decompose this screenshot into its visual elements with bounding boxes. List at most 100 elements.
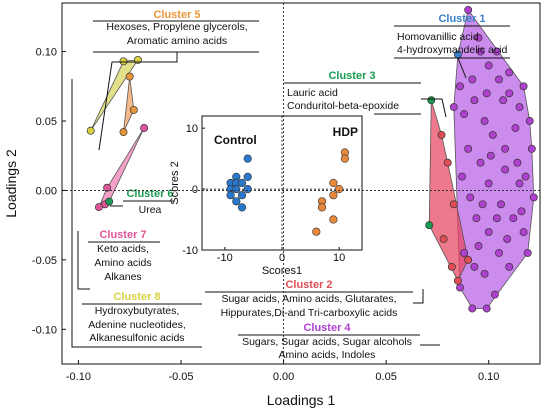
point-cluster-7 <box>140 124 149 132</box>
inset-y-tick-label: -10 <box>182 245 198 257</box>
label-cluster-3: Cluster 3 <box>328 70 375 82</box>
point-cluster-4 <box>492 47 501 56</box>
x-axis-label: Loadings 1 <box>267 392 336 408</box>
point-cluster-4 <box>484 228 493 237</box>
main-axes: -0.10 -0.05 0.00 0.05 0.10 0.10 0.05 0.00 -0.05 -… <box>3 2 541 408</box>
hull-cluster-4 <box>453 8 535 309</box>
annotation-cluster-5: Aromatic amino acids <box>127 35 227 47</box>
point-cluster-4 <box>474 33 483 42</box>
y-tick-label: -0.05 <box>32 255 57 267</box>
x-tick-label: -0.05 <box>168 371 193 383</box>
point-cluster-5 <box>119 128 128 137</box>
inset-point-control <box>237 191 247 200</box>
point-cluster-4 <box>490 290 499 299</box>
point-cluster-4 <box>478 200 487 209</box>
point-cluster-2 <box>449 200 458 209</box>
point-cluster-4 <box>464 144 473 153</box>
y-tick-label: 0.10 <box>36 47 57 59</box>
inset-point-hdp <box>329 178 338 188</box>
point-cluster-4 <box>515 179 524 188</box>
annotation-cluster-8: Hydroxybutyrates, <box>95 305 180 317</box>
point-cluster-4 <box>525 117 534 125</box>
annotation-cluster-2: Sugar acids, Amino acids, Glutarates, <box>221 293 396 305</box>
point-cluster-7 <box>94 203 103 212</box>
point-cluster-2 <box>464 255 473 264</box>
point-cluster-4 <box>517 207 526 216</box>
point-cluster-4 <box>488 130 497 139</box>
x-tick-label: 0.05 <box>375 371 396 383</box>
inset-x-tick-label: -10 <box>217 252 233 264</box>
point-cluster-4 <box>484 61 493 70</box>
annotation-cluster-4: Sugars, Sugar acids, Sugar alcohols <box>242 336 412 348</box>
inset-series-label-hdp: HDP <box>333 125 358 139</box>
point-cluster-4 <box>513 158 522 167</box>
point-cluster-4 <box>486 151 495 160</box>
point-cluster-4 <box>515 103 524 112</box>
hull-cluster-5 <box>123 76 135 133</box>
point-cluster-4 <box>529 193 538 202</box>
point-cluster-4 <box>460 110 469 119</box>
point-cluster-4 <box>495 75 503 84</box>
point-cluster-4 <box>497 200 505 209</box>
point-cluster-4 <box>501 144 510 153</box>
annotation-cluster-8: Alkanesulfonic acids <box>89 332 184 344</box>
point-cluster-4 <box>505 89 514 98</box>
inset-point-control <box>243 185 252 194</box>
point-cluster-4 <box>464 5 473 14</box>
point-cluster-4 <box>456 82 464 91</box>
inset-point-control <box>226 191 235 200</box>
point-cluster-4 <box>527 144 536 153</box>
label-cluster-8: Cluster 8 <box>113 291 160 303</box>
point-cluster-4 <box>460 248 469 257</box>
inset-point-control <box>243 154 252 163</box>
point-cluster-4 <box>456 283 464 292</box>
point-cluster-4 <box>449 103 458 112</box>
annotation-cluster-3: Lauric acid <box>287 87 338 99</box>
point-cluster-4 <box>519 82 528 91</box>
point-cluster-4 <box>468 304 477 313</box>
point-cluster-5 <box>129 105 138 114</box>
point-cluster-4 <box>505 68 514 77</box>
label-cluster-5: Cluster 5 <box>153 9 200 21</box>
x-tick-label: 0.10 <box>478 371 499 383</box>
point-cluster-4 <box>523 248 532 257</box>
point-cluster-4 <box>509 214 518 223</box>
point-cluster-4 <box>470 262 479 271</box>
annotation-cluster-3: Conduritol-beta-epoxide <box>287 100 399 112</box>
annotation-cluster-8: Adenine nucleotides, <box>88 319 186 331</box>
leader-cluster-3 <box>421 98 447 118</box>
point-cluster-2 <box>447 262 456 271</box>
y-tick-label: -0.10 <box>32 324 57 336</box>
leader-cluster-7 <box>77 231 90 290</box>
point-cluster-4 <box>482 304 491 313</box>
annotation-cluster-2: Hippurates,Di-and Tri-carboxylic acids <box>221 307 398 319</box>
y-axis-label: Loadings 2 <box>3 149 19 218</box>
inset-point-control <box>232 185 241 194</box>
inset-point-hdp <box>317 203 327 212</box>
point-cluster-6 <box>105 197 114 206</box>
point-cluster-3 <box>425 221 434 230</box>
point-cluster-8 <box>119 57 128 66</box>
point-cluster-4 <box>476 47 485 56</box>
annotation-cluster-6: Urea <box>139 204 162 216</box>
point-cluster-2 <box>453 276 462 285</box>
label-cluster-7: Cluster 7 <box>99 229 146 241</box>
point-cluster-4 <box>501 165 510 174</box>
label-cluster-4: Cluster 4 <box>303 322 351 334</box>
annotation-cluster-1: 4-hydroxymandelic acid <box>397 44 507 56</box>
point-cluster-4 <box>511 124 520 132</box>
label-cluster-2: Cluster 2 <box>285 279 332 291</box>
inset-y-axis-label: Scores 2 <box>169 161 181 204</box>
point-cluster-2 <box>443 158 452 167</box>
leader-cluster-1 <box>457 57 467 79</box>
point-cluster-4 <box>470 96 479 105</box>
inset-x-tick-label: 0 <box>279 252 285 264</box>
y-tick-label: 0.05 <box>36 116 57 128</box>
cluster-points <box>86 5 538 313</box>
inset-point-hdp <box>329 191 338 200</box>
leader-cluster-2 <box>413 289 424 304</box>
point-cluster-4 <box>468 75 477 84</box>
point-cluster-4 <box>480 117 489 125</box>
plot-frame <box>61 2 541 365</box>
